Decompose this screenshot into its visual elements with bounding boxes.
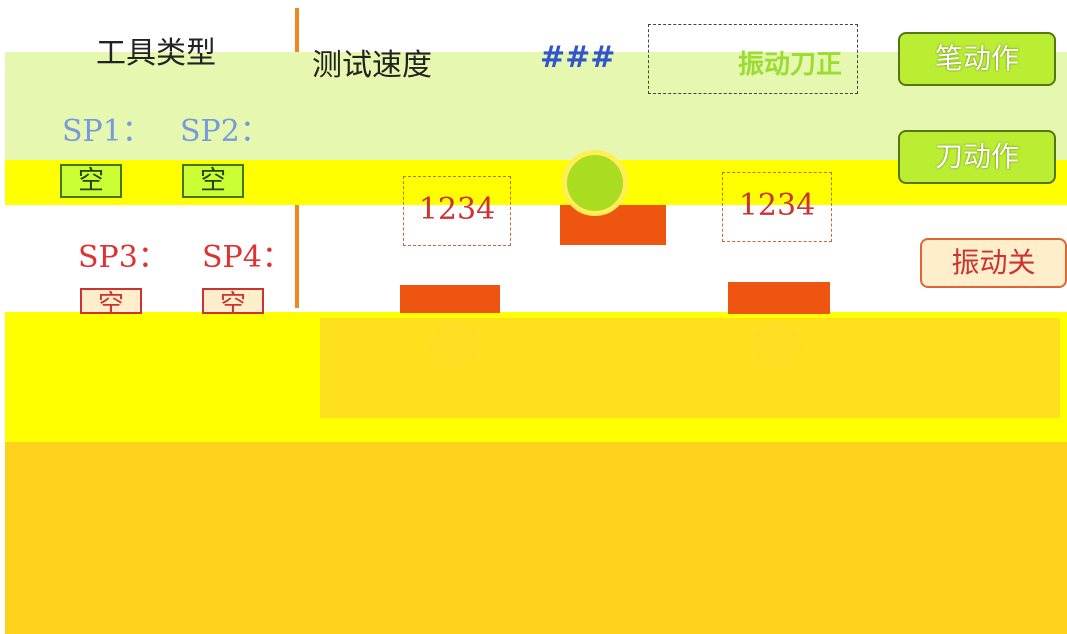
key-icon — [430, 322, 480, 368]
tool-type-label: 工具类型 — [96, 36, 216, 71]
up-button[interactable] — [562, 150, 628, 216]
up-button-base — [560, 205, 666, 245]
vibration-off-button[interactable]: 振动关 — [920, 238, 1067, 288]
slot-label: SP2： — [180, 114, 270, 149]
counter: 1234 — [722, 172, 832, 242]
key — [400, 285, 500, 313]
slot-label: SP4： — [202, 240, 292, 275]
pen-action-button[interactable]: 笔动作 — [898, 32, 1056, 86]
slot-label: SP1： — [62, 114, 152, 149]
key-icon — [752, 322, 802, 368]
counter: 1234 — [403, 176, 511, 246]
slot-value[interactable]: 空 — [60, 164, 122, 198]
vibration-knife-label: 振动刀正 — [738, 50, 843, 80]
knife-action-button[interactable]: 刀动作 — [898, 130, 1056, 184]
key — [728, 282, 830, 314]
speed-value: ### — [540, 40, 616, 75]
speed-label: 测试速度 — [312, 48, 432, 83]
band — [320, 318, 1060, 418]
slot-value[interactable]: 空 — [202, 288, 264, 314]
status-box — [648, 24, 858, 94]
slot-value[interactable]: 空 — [182, 164, 244, 198]
band — [5, 442, 1067, 634]
band — [5, 52, 1067, 160]
slot-label: SP3： — [78, 240, 168, 275]
slot-value[interactable]: 空 — [80, 288, 142, 314]
